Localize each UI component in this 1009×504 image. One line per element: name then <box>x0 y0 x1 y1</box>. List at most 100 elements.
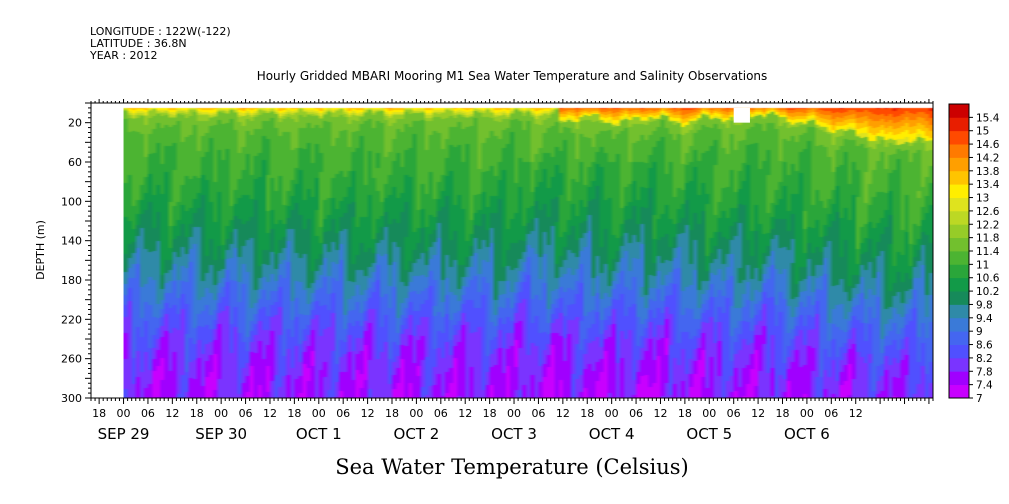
colorbar-swatch <box>949 357 969 372</box>
y-tick-label: 220 <box>61 313 82 326</box>
x-tick-label: 12 <box>458 407 472 420</box>
x-tick-label: 12 <box>751 407 765 420</box>
x-tick-label: 00 <box>507 407 521 420</box>
colorbar-label: 15.4 <box>976 112 1000 124</box>
colorbar-label: 12.6 <box>976 206 1000 218</box>
x-date-label: OCT 5 <box>686 425 732 443</box>
colorbar-label: 9 <box>976 326 983 338</box>
x-date-label: SEP 29 <box>98 425 150 443</box>
x-axis: 18 00 06 12 18 00 06 12 18 00 06 12 18 00 06 12 18 00 06 12… <box>90 99 934 443</box>
x-tick-label: 00 <box>312 407 326 420</box>
colorbar-swatch <box>949 237 969 252</box>
x-tick-label: 18 <box>580 407 594 420</box>
colorbar-swatch <box>949 170 969 185</box>
missing-data-block <box>733 107 750 123</box>
y-tick-label: 260 <box>61 353 82 366</box>
x-tick-label: 00 <box>214 407 228 420</box>
x-tick-label: 12 <box>165 407 179 420</box>
colorbar-label: 10.6 <box>976 273 1000 285</box>
colorbar-swatch <box>949 117 969 132</box>
colorbar-swatch <box>949 277 969 292</box>
y-axis-label: DEPTH (m) <box>34 220 47 280</box>
colorbar-label: 11.8 <box>976 233 999 245</box>
colorbar-swatch <box>949 210 969 225</box>
x-tick-label: 18 <box>287 407 301 420</box>
y-tick-label: 20 <box>68 117 82 130</box>
x-tick-label: 06 <box>629 407 643 420</box>
colorbar-swatch <box>949 144 969 158</box>
x-tick-label: 00 <box>117 407 131 420</box>
y-axis: 20 60 100 140 180 220 260 300 <box>61 102 91 405</box>
colorbar-label: 8.6 <box>976 340 993 352</box>
y-tick-label: 300 <box>61 392 82 405</box>
colorbar-label: 12.2 <box>976 219 999 231</box>
x-tick-label: 06 <box>727 407 741 420</box>
colorbar-label: 14.6 <box>976 139 1000 151</box>
x-date-label: OCT 4 <box>589 425 635 443</box>
colorbar-label: 15 <box>976 126 989 138</box>
colorbar-label: 9.8 <box>976 299 993 311</box>
x-tick-label: 12 <box>556 407 570 420</box>
colorbar-label: 13 <box>976 193 989 205</box>
colorbar-label: 7.4 <box>976 380 993 392</box>
colorbar-swatch <box>949 104 969 118</box>
x-tick-label: 06 <box>141 407 155 420</box>
x-tick-label: 06 <box>434 407 448 420</box>
plot-area <box>90 102 934 399</box>
x-tick-label: 00 <box>409 407 423 420</box>
colorbar-swatch <box>949 184 969 198</box>
colorbar-swatch <box>949 130 969 145</box>
x-tick-label: 12 <box>653 407 667 420</box>
colorbar-label: 13.4 <box>976 179 1000 191</box>
colorbar-label: 14.2 <box>976 152 999 164</box>
colorbar-swatch <box>949 224 969 239</box>
x-tick-label: 12 <box>263 407 277 420</box>
y-tick-label: 100 <box>61 195 82 208</box>
colorbar-swatch <box>949 317 969 332</box>
colorbar-swatch <box>949 371 969 386</box>
x-tick-label: 06 <box>239 407 253 420</box>
colorbar-label: 10.2 <box>976 286 999 298</box>
year-label: YEAR : 2012 <box>89 49 158 62</box>
colorbar-swatch <box>949 304 969 319</box>
colorbar-label: 7 <box>976 393 983 405</box>
x-date-label: SEP 30 <box>195 425 247 443</box>
x-tick-label: 00 <box>702 407 716 420</box>
x-tick-label: 00 <box>605 407 619 420</box>
colorbar-swatch <box>949 291 969 305</box>
x-tick-label: 12 <box>849 407 863 420</box>
colorbar-swatch <box>949 157 969 172</box>
y-tick-label: 140 <box>61 235 82 248</box>
colorbar-swatch <box>949 331 969 345</box>
x-tick-label: 18 <box>385 407 399 420</box>
variable-label: Sea Water Temperature (Celsius) <box>335 455 689 479</box>
x-tick-label: 18 <box>92 407 106 420</box>
y-tick-label: 60 <box>68 156 82 169</box>
x-tick-label: 06 <box>531 407 545 420</box>
x-tick-label: 18 <box>190 407 204 420</box>
colorbar-label: 9.4 <box>976 313 993 325</box>
x-date-label: OCT 3 <box>491 425 537 443</box>
colorbar-label: 11.4 <box>976 246 1000 258</box>
longitude-label: LONGITUDE : 122W(-122) <box>90 25 231 38</box>
x-tick-label: 00 <box>800 407 814 420</box>
latitude-label: LATITUDE : 36.8N <box>90 37 187 50</box>
x-tick-label: 06 <box>336 407 350 420</box>
x-tick-label: 12 <box>361 407 375 420</box>
colorbar-swatch <box>949 384 969 399</box>
colorbar-label: 11 <box>976 259 989 271</box>
x-date-label: OCT 2 <box>394 425 440 443</box>
colorbar-swatch <box>949 344 969 359</box>
x-tick-label: 18 <box>483 407 497 420</box>
x-date-label: OCT 1 <box>296 425 342 443</box>
colorbar-swatch <box>949 197 969 212</box>
colorbar-label: 13.8 <box>976 166 999 178</box>
colorbar-label: 7.8 <box>976 366 993 378</box>
x-tick-label: 18 <box>678 407 692 420</box>
y-tick-label: 180 <box>61 274 82 287</box>
colorbar-label: 8.2 <box>976 353 993 365</box>
x-date-label: OCT 6 <box>784 425 830 443</box>
x-tick-label: 18 <box>775 407 789 420</box>
